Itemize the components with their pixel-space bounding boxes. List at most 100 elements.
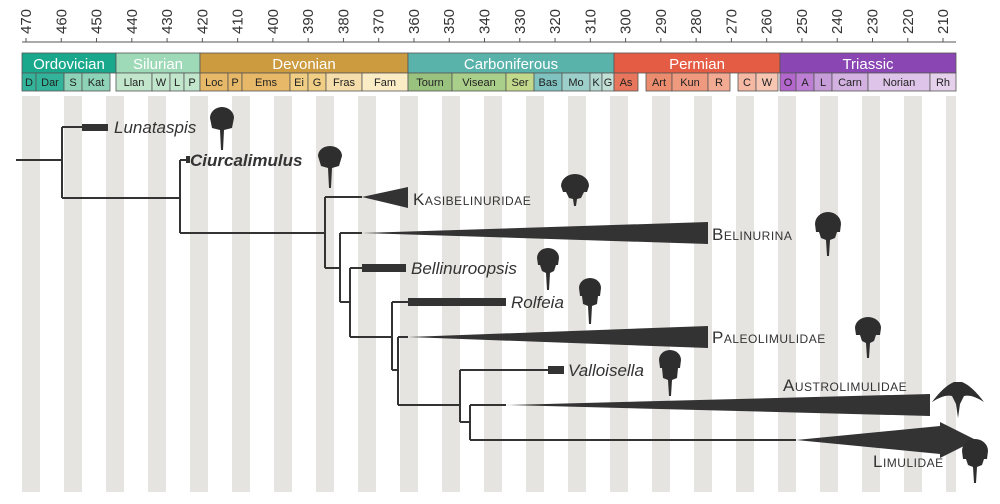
time-band [610, 96, 628, 492]
time-band [652, 96, 670, 492]
horseshoe-crab-icon [962, 439, 988, 483]
stage-label: W [762, 77, 773, 89]
stage-box [707, 72, 731, 92]
stage-label: Art [652, 77, 666, 89]
horseshoe-crab-icon [932, 382, 984, 418]
stage-box [929, 72, 957, 92]
stage-label: O [784, 77, 793, 89]
scale-tick-label: 220 [900, 9, 917, 34]
time-band [442, 96, 460, 492]
scale-tick-label: 390 [300, 9, 317, 34]
horseshoe-crab-icon [210, 107, 234, 150]
time-band [148, 96, 166, 492]
scale-tick-label: 430 [159, 9, 176, 34]
time-band [106, 96, 124, 492]
stage-label: As [620, 77, 633, 89]
time-band [904, 96, 922, 492]
stage-label: R [715, 77, 723, 89]
period-label: Ordovician [33, 56, 105, 73]
scale-tick-label: 330 [512, 9, 529, 34]
stage-label: Ems [255, 77, 278, 89]
label-austrolimulidae: Austrolimulidae [783, 376, 907, 395]
time-band [484, 96, 502, 492]
horseshoe-crab-icon [579, 278, 601, 324]
stage-label: L [820, 77, 826, 89]
wedge-kasibelinuridae [362, 187, 408, 208]
label-rolfeia: Rolfeia [511, 293, 564, 312]
scale-tick-label: 350 [441, 9, 458, 34]
stage-label: Visean [462, 77, 495, 89]
stage-label: C [743, 77, 751, 89]
horseshoe-crab-icon [561, 174, 589, 206]
stage-label: Bas [539, 77, 558, 89]
label-paleolimulidae: Paleolimulidae [712, 328, 826, 347]
stage-label: Fras [333, 77, 356, 89]
scale-tick-label: 320 [547, 9, 564, 34]
tree-node-3 [324, 196, 362, 269]
stage-label: D [25, 77, 33, 89]
stage-label: G [604, 77, 613, 89]
stage-label: Dar [41, 77, 59, 89]
scale-tick-label: 450 [89, 9, 106, 34]
horseshoe-crab-icon [815, 212, 841, 256]
stage-box [613, 72, 639, 92]
horseshoe-crab-icon [318, 146, 342, 188]
stage-label: K [592, 77, 600, 89]
scale-tick-label: 420 [194, 9, 211, 34]
time-band [232, 96, 250, 492]
stage-label: Loc [205, 77, 223, 89]
range-bar-valloisella [548, 366, 564, 374]
stage-box [81, 72, 111, 92]
time-band [778, 96, 796, 492]
range-bar-bellinuroopsis [362, 264, 406, 272]
stage-label: P [188, 77, 195, 89]
time-band [736, 96, 754, 492]
time-band [190, 96, 208, 492]
stratigraphic-ranges [82, 124, 976, 458]
time-bands [22, 96, 956, 492]
time-band [64, 96, 82, 492]
horseshoe-crab-icon [855, 317, 881, 358]
label-belinurina: Belinurina [712, 225, 792, 244]
time-band [946, 96, 956, 492]
stage-label: Carn [838, 77, 862, 89]
scale-tick-label: 340 [477, 9, 494, 34]
label-valloisella: Valloisella [568, 361, 644, 380]
scale-tick-label: 260 [759, 9, 776, 34]
stage-label: Norian [883, 77, 915, 89]
wedge-austrolimulidae [506, 394, 930, 416]
time-band [694, 96, 712, 492]
time-band [820, 96, 838, 492]
stage-label: Kun [680, 77, 700, 89]
range-bar-rolfeia [408, 298, 506, 306]
stage-label: A [801, 77, 809, 89]
scale-tick-label: 360 [406, 9, 423, 34]
scale-tick-label: 310 [582, 9, 599, 34]
time-scale: 470 460 450 440 430 420 410 400 390 380 370 360 350 3… [18, 9, 956, 43]
stage-label: L [174, 77, 180, 89]
tree-node-4 [339, 232, 362, 303]
stage-label: Ei [294, 77, 304, 89]
period-label: Permian [669, 56, 725, 73]
period-label: Devonian [272, 56, 335, 73]
scale-tick-label: 440 [124, 9, 141, 34]
label-lunataspis: Lunataspis [114, 118, 197, 137]
time-band [22, 96, 40, 492]
scale-tick-label: 270 [723, 9, 740, 34]
wedge-paleolimulidae [408, 326, 708, 348]
tree-node-8 [459, 369, 548, 423]
stage-label: P [231, 77, 238, 89]
stage-label: Ser [511, 77, 528, 89]
time-band [316, 96, 334, 492]
label-limulidae: Limulidae [873, 452, 944, 471]
scale-tick-label: 380 [335, 9, 352, 34]
stage-label: Tourn [416, 77, 444, 89]
tree-node-7 [397, 336, 460, 406]
time-band [400, 96, 418, 492]
stage-label: Rh [936, 77, 950, 89]
label-kasibelinuridae: Kasibelinuridae [413, 190, 531, 209]
scale-tick-label: 400 [265, 9, 282, 34]
scale-tick-label: 230 [864, 9, 881, 34]
period-label: Silurian [133, 56, 183, 73]
